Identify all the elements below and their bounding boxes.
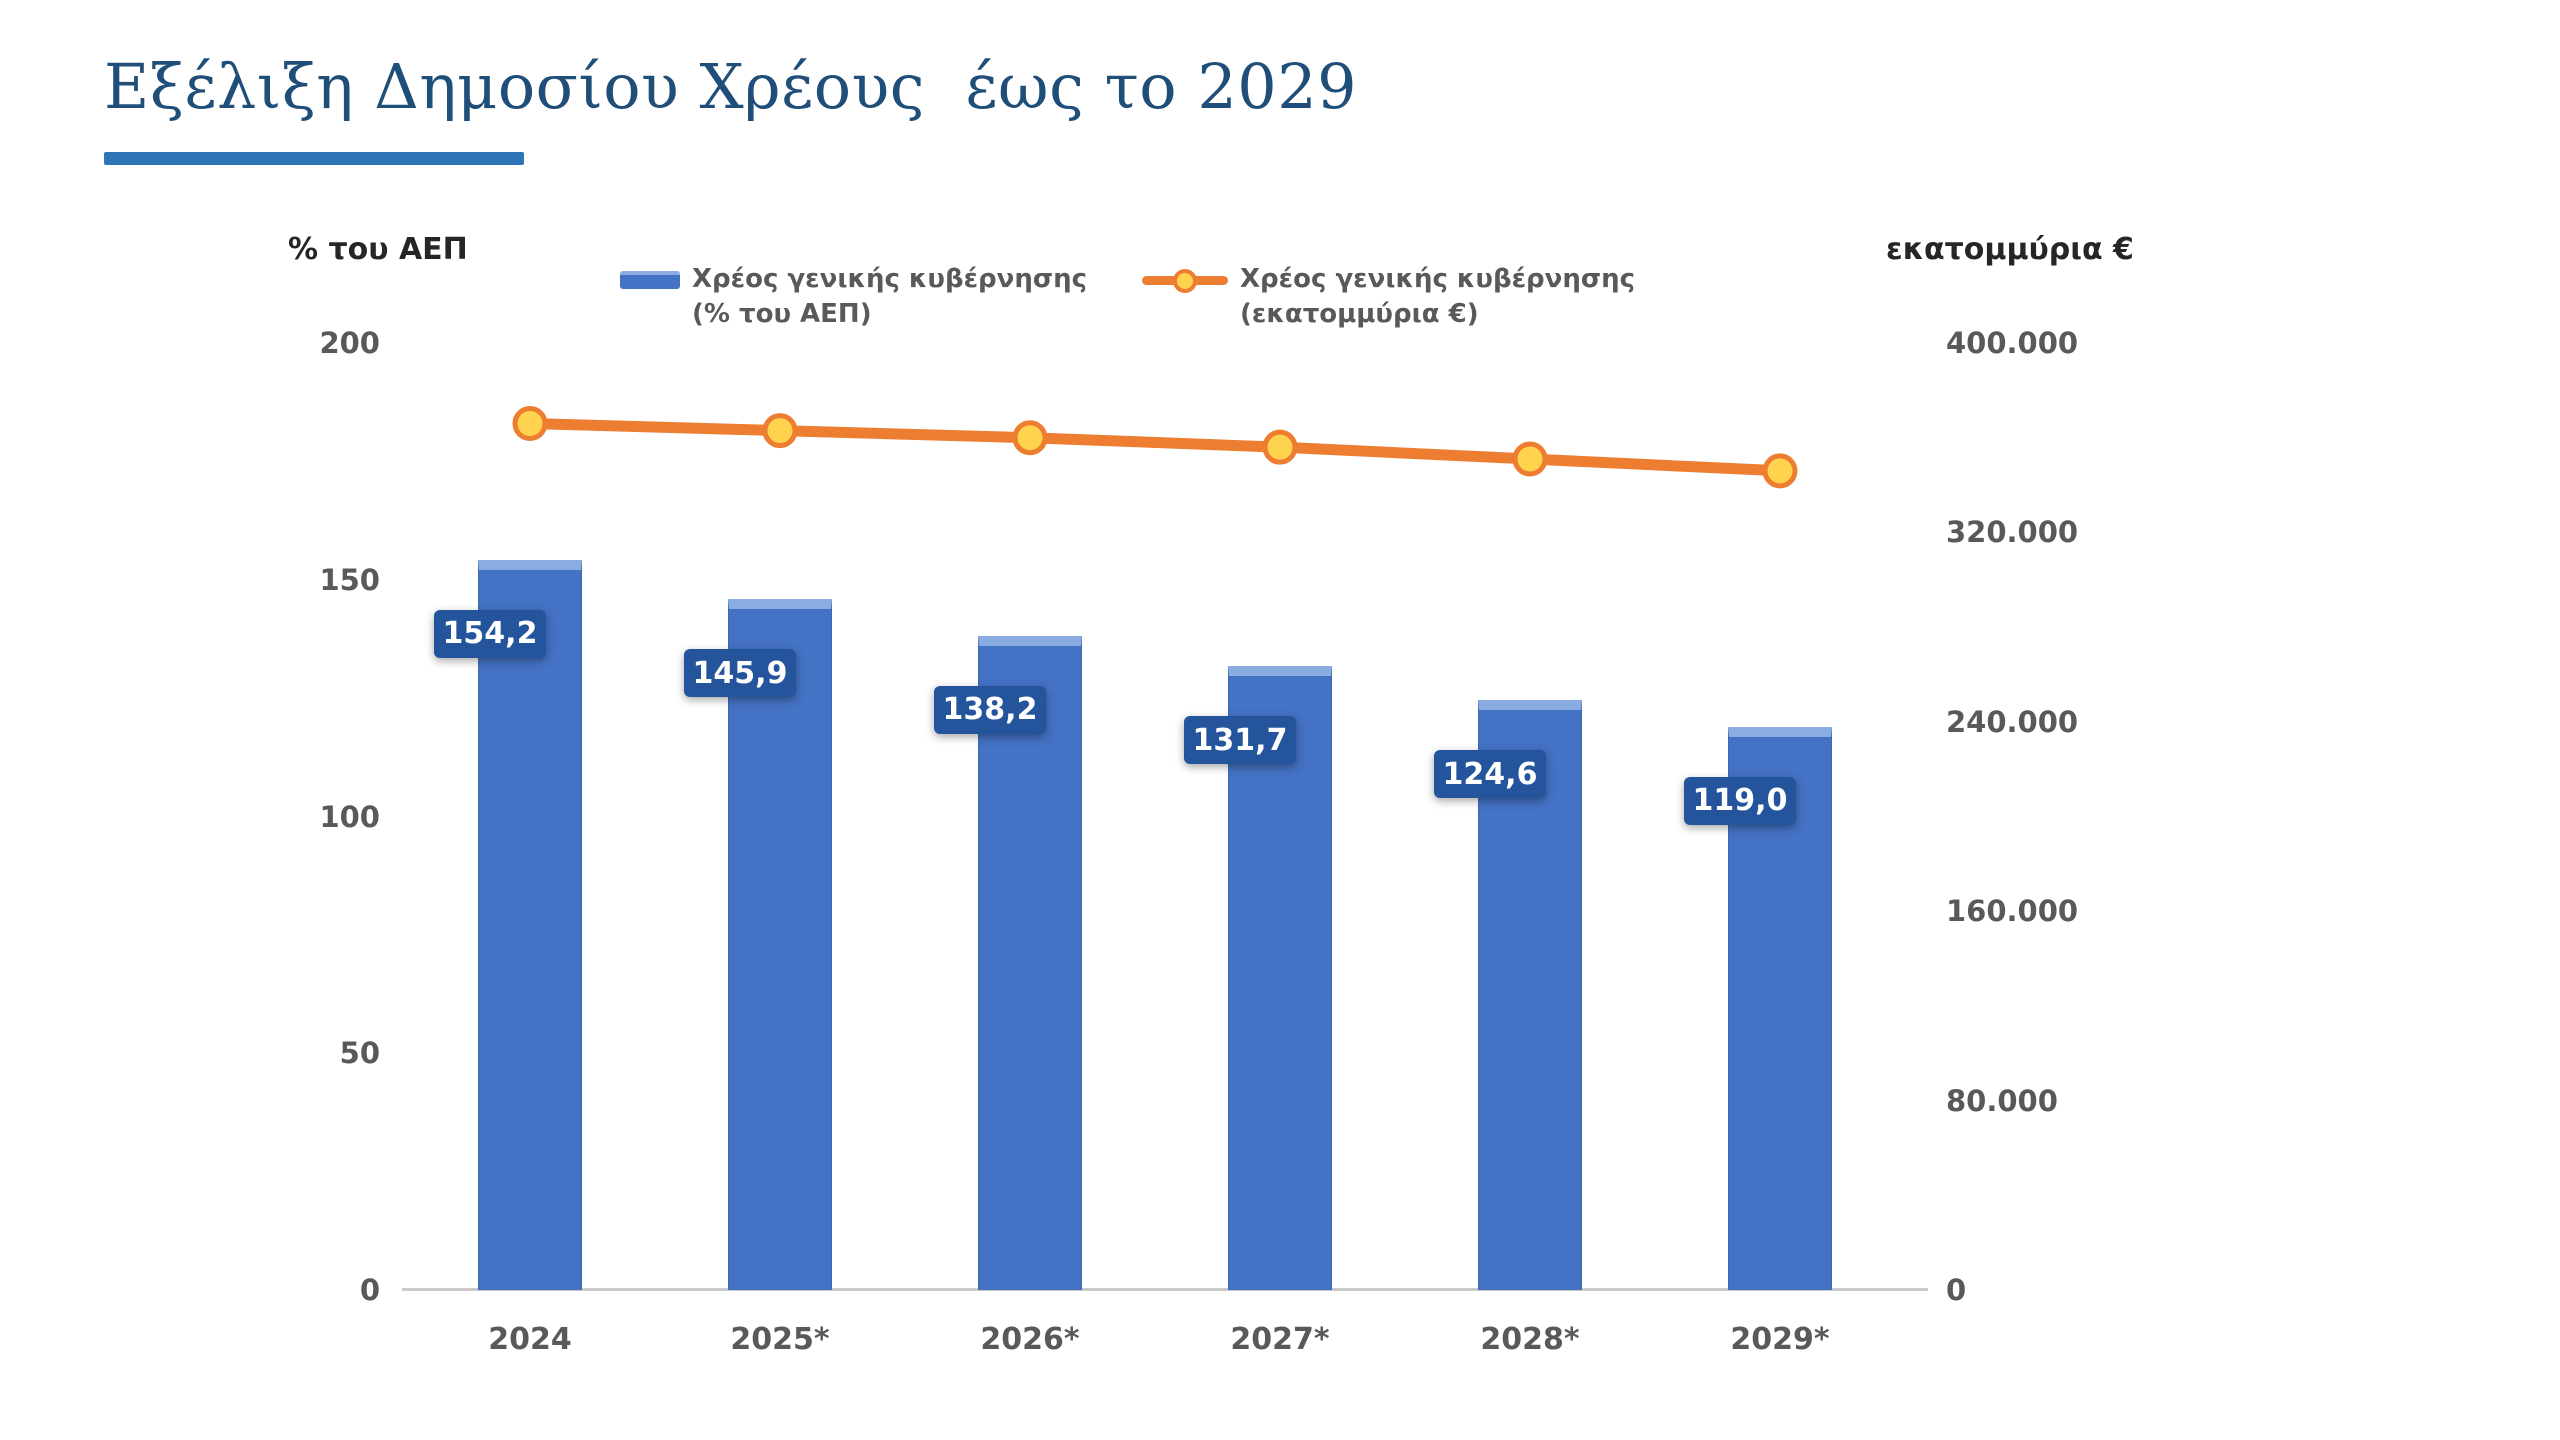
bar-2027* [1228, 666, 1332, 1290]
legend-item-line-series: Χρέος γενικής κυβέρνησης (εκατομμύρια €) [1142, 262, 1635, 332]
bar-series-swatch-icon [620, 271, 680, 289]
legend-bar-line-2: (% του ΑΕΠ) [692, 298, 872, 329]
line-series-swatch-icon [1142, 268, 1228, 293]
line-marker-icon [1173, 268, 1197, 293]
x-axis-category-label: 2024 [488, 1322, 572, 1357]
legend-label-bar-series: Χρέος γενικής κυβέρνησης (% του ΑΕΠ) [692, 262, 1087, 332]
left-axis-tick-label: 0 [359, 1273, 380, 1307]
bar-2028* [1478, 700, 1582, 1290]
page-title: Εξέλιξη Δημοσίου Χρέους έως το 2029 [104, 50, 1358, 123]
legend-line-line-2: (εκατομμύρια €) [1240, 298, 1479, 329]
right-axis-tick-label: 0 [1946, 1273, 1967, 1307]
left-axis-tick-label: 200 [319, 326, 380, 360]
legend-line-line-1: Χρέος γενικής κυβέρνησης [1240, 264, 1636, 294]
title-underline [104, 152, 524, 165]
x-axis-category-label: 2026* [980, 1322, 1080, 1357]
right-axis-tick-label: 80.000 [1946, 1083, 2058, 1118]
line-marker [1012, 420, 1048, 456]
x-axis-line [402, 1288, 1928, 1291]
bar-2025* [728, 599, 832, 1290]
left-axis-tick-label: 50 [339, 1036, 380, 1071]
left-axis-tick-label: 100 [319, 799, 380, 834]
right-axis-tick-label: 320.000 [1946, 515, 2079, 550]
x-axis-category-label: 2025* [730, 1322, 830, 1357]
bar-2026* [978, 635, 1082, 1290]
bar-value-label: 119,0 [1684, 776, 1796, 825]
x-axis-category-label: 2028* [1480, 1322, 1580, 1357]
right-axis-title: εκατομμύρια € [1886, 232, 2134, 267]
left-axis-tick-label: 150 [319, 562, 380, 597]
line-marker [762, 413, 798, 449]
bar-value-label: 154,2 [434, 609, 546, 658]
bar-value-label: 131,7 [1184, 716, 1296, 765]
line-marker [1762, 453, 1798, 489]
legend-bar-line-1: Χρέος γενικής κυβέρνησης [692, 264, 1088, 294]
debt-line [524, 417, 1786, 477]
right-axis-tick-label: 400.000 [1946, 326, 2079, 360]
x-axis-category-label: 2027* [1230, 1322, 1330, 1357]
right-axis-tick-label: 160.000 [1946, 894, 2079, 929]
right-axis-tick-label: 240.000 [1946, 704, 2079, 739]
line-marker [1512, 441, 1548, 477]
legend-item-bar-series: Χρέος γενικής κυβέρνησης (% του ΑΕΠ) [620, 262, 1087, 332]
x-axis-category-label: 2029* [1730, 1322, 1830, 1357]
left-axis-title: % του ΑΕΠ [288, 232, 468, 267]
line-marker [1262, 429, 1298, 465]
bar-value-label: 145,9 [684, 649, 796, 698]
bar-value-label: 138,2 [934, 685, 1046, 734]
legend-label-line-series: Χρέος γενικής κυβέρνησης (εκατομμύρια €) [1240, 262, 1635, 332]
bar-2024 [478, 559, 582, 1290]
line-marker [512, 405, 548, 441]
bar-value-label: 124,6 [1434, 750, 1546, 799]
